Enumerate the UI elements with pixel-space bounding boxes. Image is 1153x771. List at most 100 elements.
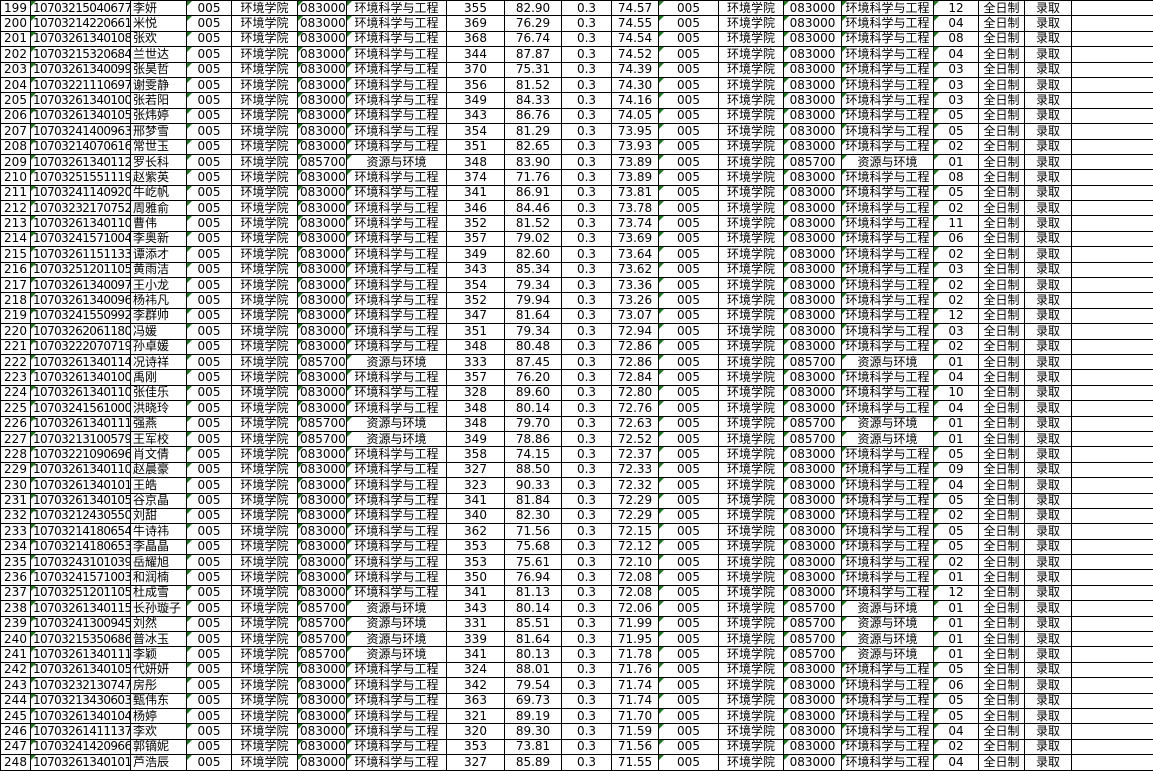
unit-code[interactable]: 005	[187, 293, 232, 308]
major-code[interactable]: 083000	[298, 678, 347, 693]
major-code[interactable]: 083000	[298, 139, 347, 154]
admit-status[interactable]: 录取	[1025, 262, 1072, 277]
retest-score[interactable]: 78.86	[505, 431, 562, 446]
admit-status[interactable]: 录取	[1025, 632, 1072, 647]
weighted-total[interactable]: 71.95	[612, 632, 659, 647]
row-number[interactable]: 203	[1, 62, 31, 77]
row-number[interactable]: 245	[1, 708, 31, 723]
empty-cell[interactable]	[1072, 539, 1153, 554]
major-code[interactable]: 083000	[298, 724, 347, 739]
weighted-total[interactable]: 72.52	[612, 431, 659, 446]
direction-code[interactable]: 01	[934, 601, 979, 616]
major-name[interactable]: 环境科学与工程	[347, 370, 447, 385]
initial-score[interactable]: 351	[447, 324, 505, 339]
unit-code[interactable]: 005	[187, 170, 232, 185]
major-code[interactable]: 083000	[298, 201, 347, 216]
empty-cell[interactable]	[1072, 632, 1153, 647]
direction-code[interactable]: 02	[934, 293, 979, 308]
major-name[interactable]: 环境科学与工程	[347, 508, 447, 523]
admit-major-name[interactable]: 环境科学与工程	[842, 539, 934, 554]
admit-unit-code[interactable]: 005	[659, 662, 719, 677]
unit-code[interactable]: 005	[187, 1, 232, 16]
admit-unit-code[interactable]: 005	[659, 231, 719, 246]
direction-code[interactable]: 05	[934, 185, 979, 200]
admit-college-name[interactable]: 环境学院	[719, 601, 784, 616]
empty-cell[interactable]	[1072, 247, 1153, 262]
major-code[interactable]: 083000	[298, 308, 347, 323]
admit-unit-code[interactable]: 005	[659, 708, 719, 723]
admit-major-name[interactable]: 环境科学与工程	[842, 524, 934, 539]
unit-code[interactable]: 005	[187, 216, 232, 231]
direction-code[interactable]: 08	[934, 170, 979, 185]
major-code[interactable]: 083000	[298, 447, 347, 462]
admit-unit-code[interactable]: 005	[659, 678, 719, 693]
study-type[interactable]: 全日制	[979, 693, 1025, 708]
candidate-name[interactable]: 普冰玉	[131, 632, 187, 647]
direction-code[interactable]: 12	[934, 585, 979, 600]
empty-cell[interactable]	[1072, 154, 1153, 169]
admit-major-code[interactable]: 083000	[784, 570, 842, 585]
major-code[interactable]: 083000	[298, 493, 347, 508]
weight[interactable]: 0.3	[562, 278, 612, 293]
admit-unit-code[interactable]: 005	[659, 293, 719, 308]
major-code[interactable]: 085700	[298, 431, 347, 446]
admit-college-name[interactable]: 环境学院	[719, 31, 784, 46]
candidate-name[interactable]: 李颖	[131, 647, 187, 662]
candidate-id[interactable]: 107032614111376	[31, 724, 131, 739]
candidate-name[interactable]: 长孙璇子	[131, 601, 187, 616]
row-number[interactable]: 237	[1, 585, 31, 600]
admit-unit-code[interactable]: 005	[659, 262, 719, 277]
weighted-total[interactable]: 73.81	[612, 185, 659, 200]
study-type[interactable]: 全日制	[979, 354, 1025, 369]
candidate-name[interactable]: 郭镝妮	[131, 739, 187, 754]
admit-college-name[interactable]: 环境学院	[719, 755, 784, 770]
direction-code[interactable]: 03	[934, 324, 979, 339]
initial-score[interactable]: 341	[447, 185, 505, 200]
retest-score[interactable]: 76.29	[505, 16, 562, 31]
admit-unit-code[interactable]: 005	[659, 632, 719, 647]
admit-major-name[interactable]: 环境科学与工程	[842, 47, 934, 62]
initial-score[interactable]: 348	[447, 416, 505, 431]
candidate-name[interactable]: 王小龙	[131, 278, 187, 293]
direction-code[interactable]: 02	[934, 278, 979, 293]
row-number[interactable]: 221	[1, 339, 31, 354]
admit-status[interactable]: 录取	[1025, 693, 1072, 708]
admit-status[interactable]: 录取	[1025, 555, 1072, 570]
empty-cell[interactable]	[1072, 401, 1153, 416]
admit-unit-code[interactable]: 005	[659, 354, 719, 369]
direction-code[interactable]: 05	[934, 708, 979, 723]
admit-status[interactable]: 录取	[1025, 170, 1072, 185]
direction-code[interactable]: 09	[934, 462, 979, 477]
admit-unit-code[interactable]: 005	[659, 539, 719, 554]
direction-code[interactable]: 12	[934, 308, 979, 323]
admit-unit-code[interactable]: 005	[659, 385, 719, 400]
weight[interactable]: 0.3	[562, 462, 612, 477]
row-number[interactable]: 238	[1, 601, 31, 616]
row-number[interactable]: 241	[1, 647, 31, 662]
college-name[interactable]: 环境学院	[232, 539, 298, 554]
college-name[interactable]: 环境学院	[232, 16, 298, 31]
admit-major-code[interactable]: 083000	[784, 139, 842, 154]
study-type[interactable]: 全日制	[979, 616, 1025, 631]
admit-status[interactable]: 录取	[1025, 385, 1072, 400]
major-name[interactable]: 资源与环境	[347, 431, 447, 446]
study-type[interactable]: 全日制	[979, 139, 1025, 154]
study-type[interactable]: 全日制	[979, 462, 1025, 477]
admit-college-name[interactable]: 环境学院	[719, 724, 784, 739]
empty-cell[interactable]	[1072, 693, 1153, 708]
candidate-id[interactable]: 107032211106977	[31, 77, 131, 92]
major-name[interactable]: 环境科学与工程	[347, 231, 447, 246]
admit-status[interactable]: 录取	[1025, 401, 1072, 416]
direction-code[interactable]: 06	[934, 678, 979, 693]
direction-code[interactable]: 04	[934, 724, 979, 739]
admit-major-name[interactable]: 环境科学与工程	[842, 231, 934, 246]
admit-major-name[interactable]: 环境科学与工程	[842, 278, 934, 293]
admit-major-code[interactable]: 085700	[784, 416, 842, 431]
retest-score[interactable]: 85.34	[505, 262, 562, 277]
unit-code[interactable]: 005	[187, 93, 232, 108]
study-type[interactable]: 全日制	[979, 62, 1025, 77]
admit-major-code[interactable]: 083000	[784, 278, 842, 293]
direction-code[interactable]: 04	[934, 401, 979, 416]
candidate-id[interactable]: 107032613400993	[31, 62, 131, 77]
college-name[interactable]: 环境学院	[232, 216, 298, 231]
